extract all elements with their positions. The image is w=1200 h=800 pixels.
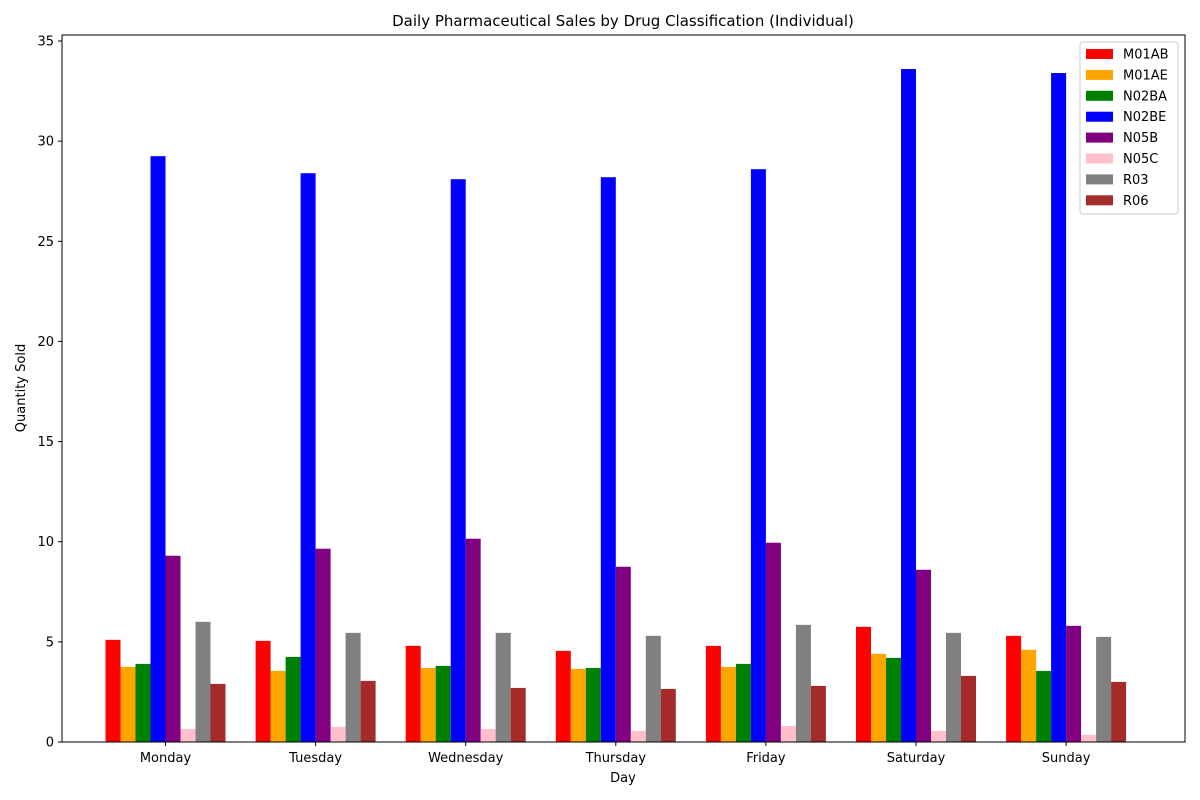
bar-m01ab-sunday — [1006, 635, 1022, 742]
bar-r06-sunday — [1111, 681, 1127, 742]
legend-label-n05c: N05C — [1123, 152, 1158, 167]
bar-r03-tuesday — [345, 632, 361, 742]
bar-r03-monday — [195, 621, 211, 742]
x-tick-label: Monday — [140, 751, 192, 766]
x-axis-label: Day — [610, 771, 636, 786]
legend-swatch-n02ba — [1086, 90, 1113, 101]
chart-title: Daily Pharmaceutical Sales by Drug Class… — [392, 12, 854, 30]
bar-n02ba-sunday — [1036, 670, 1052, 742]
bar-r03-wednesday — [495, 632, 511, 742]
bar-m01ae-saturday — [871, 653, 886, 742]
bar-m01ab-tuesday — [255, 640, 271, 742]
legend-swatch-n05c — [1086, 153, 1113, 164]
bar-m01ae-friday — [720, 666, 736, 742]
bar-n02ba-monday — [135, 663, 151, 742]
bar-m01ab-monday — [105, 639, 121, 742]
y-tick-label: 35 — [37, 35, 54, 50]
bar-n05b-thursday — [615, 566, 631, 742]
bar-n02be-thursday — [600, 177, 616, 742]
bar-m01ae-sunday — [1021, 649, 1037, 742]
y-tick-label: 0 — [46, 736, 54, 751]
y-tick-label: 5 — [46, 635, 54, 650]
legend-label-r03: R03 — [1123, 173, 1149, 188]
bar-n05c-tuesday — [330, 726, 346, 742]
bar-n05c-monday — [180, 728, 196, 742]
x-tick-label: Saturday — [887, 751, 946, 766]
bar-m01ab-wednesday — [405, 645, 421, 742]
bar-n02be-tuesday — [300, 173, 316, 742]
bar-r03-thursday — [645, 635, 661, 742]
bar-n05c-sunday — [1081, 734, 1097, 742]
bar-m01ae-thursday — [570, 668, 586, 742]
bar-n05c-saturday — [931, 730, 946, 742]
bar-m01ab-thursday — [555, 650, 571, 742]
bar-n05c-wednesday — [480, 728, 496, 742]
bar-n05b-saturday — [916, 569, 931, 742]
legend-swatch-n02be — [1086, 111, 1113, 122]
x-tick-label: Friday — [746, 751, 786, 766]
bar-n05b-wednesday — [465, 538, 481, 742]
plot-frame — [61, 34, 1186, 743]
y-tick-label: 30 — [37, 135, 54, 150]
bar-r06-wednesday — [510, 687, 526, 742]
y-axis: 0 5 10 15 20 25 30 35 — [37, 35, 62, 751]
y-tick-label: 10 — [37, 535, 54, 550]
bar-n02ba-thursday — [585, 667, 601, 742]
bar-n02be-wednesday — [450, 179, 466, 742]
bar-m01ae-wednesday — [420, 667, 436, 742]
legend: M01AB M01AE N02BA N02BE N05B N05C R03 R06 — [1079, 41, 1179, 215]
bar-n05b-tuesday — [315, 548, 331, 742]
bar-r03-saturday — [946, 632, 961, 742]
legend-swatch-n05b — [1086, 132, 1113, 143]
bar-m01ab-saturday — [856, 626, 871, 742]
y-tick-label: 25 — [37, 235, 54, 250]
bar-n02ba-wednesday — [435, 665, 451, 742]
bar-n05c-friday — [780, 725, 796, 742]
x-tick-label: Tuesday — [288, 751, 342, 766]
bar-n02be-monday — [150, 156, 166, 743]
bar-m01ab-friday — [705, 645, 721, 742]
legend-label-n05b: N05B — [1123, 131, 1158, 146]
y-tick-label: 15 — [37, 435, 54, 450]
legend-label-n02ba: N02BA — [1123, 89, 1167, 104]
bar-n02be-saturday — [901, 69, 916, 743]
y-axis-label: Quantity Sold — [14, 344, 29, 432]
legend-label-r06: R06 — [1123, 194, 1149, 209]
bar-n02ba-friday — [735, 663, 751, 742]
bar-r06-monday — [210, 683, 226, 742]
bar-r06-saturday — [961, 675, 976, 742]
bar-n05c-thursday — [630, 730, 646, 742]
legend-label-n02be: N02BE — [1123, 110, 1166, 125]
x-tick-label: Wednesday — [428, 751, 504, 766]
legend-swatch-m01ae — [1086, 69, 1113, 80]
bar-n02ba-tuesday — [285, 656, 301, 742]
bar-r06-tuesday — [360, 680, 376, 742]
bar-m01ae-tuesday — [270, 670, 286, 742]
x-axis: Monday Tuesday Wednesday Thursday Friday Satu… — [140, 742, 1091, 766]
bar-n05b-monday — [165, 555, 181, 742]
legend-box — [1079, 41, 1179, 215]
bar-r03-sunday — [1096, 636, 1112, 742]
legend-swatch-m01ab — [1086, 49, 1113, 59]
bar-r03-friday — [795, 624, 811, 742]
legend-swatch-r06 — [1086, 195, 1113, 206]
bar-m01ae-monday — [120, 666, 136, 742]
bar-n05b-sunday — [1066, 625, 1082, 742]
bar-n02be-friday — [750, 169, 766, 742]
legend-label-m01ab: M01AB — [1123, 48, 1169, 63]
bar-n05b-friday — [765, 542, 781, 742]
legend-swatch-r03 — [1086, 174, 1113, 185]
x-tick-label: Sunday — [1042, 751, 1091, 766]
bar-n02be-sunday — [1051, 73, 1067, 743]
plot-area — [105, 69, 1127, 743]
legend-label-m01ae: M01AE — [1123, 68, 1168, 83]
bar-r06-thursday — [660, 688, 676, 742]
y-tick-label: 20 — [37, 335, 54, 350]
bar-r06-friday — [810, 685, 826, 742]
bar-n02ba-saturday — [886, 657, 901, 742]
x-tick-label: Thursday — [585, 751, 647, 766]
